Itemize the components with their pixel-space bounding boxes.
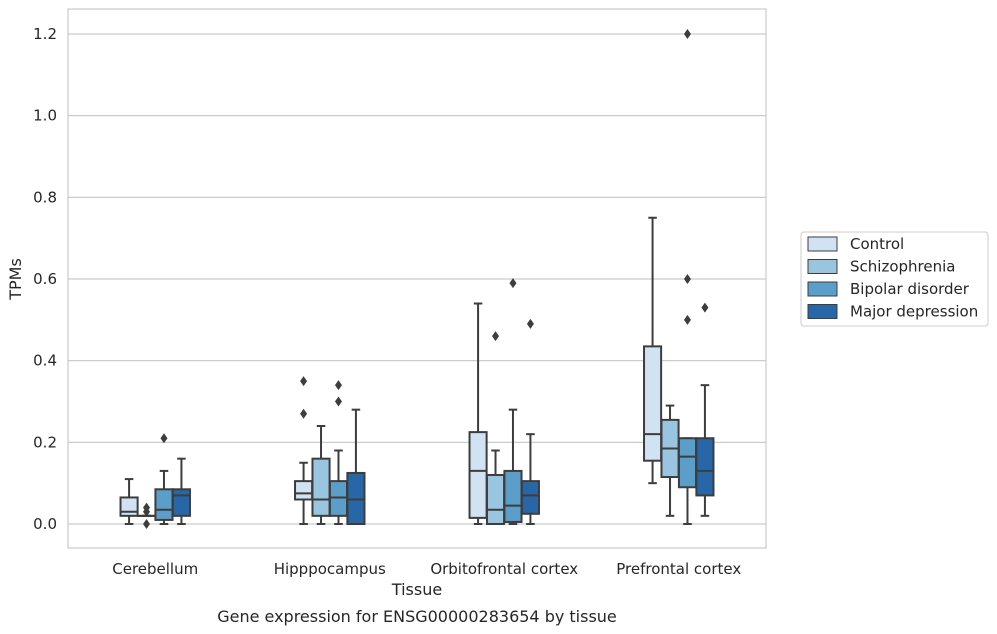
legend-label: Major depression <box>850 303 978 321</box>
y-tick-label: 0.2 <box>33 433 57 451</box>
outlier-point <box>509 278 517 289</box>
x-tick-label: Hipppocampus <box>274 560 386 578</box>
outlier-point <box>300 376 308 387</box>
box-iqr <box>171 488 191 517</box>
outlier-point <box>143 519 151 529</box>
legend-swatch <box>807 236 838 252</box>
box-bipolar-disorder <box>154 433 174 525</box>
outlier-point <box>160 433 168 444</box>
outlier-point <box>143 502 151 513</box>
box-iqr <box>520 480 540 515</box>
legend-swatch <box>807 281 838 297</box>
box-iqr <box>119 496 139 517</box>
box-iqr <box>154 488 174 521</box>
outlier-point <box>701 302 709 313</box>
x-tick-labels: Cerebellum Hipppocampus Orbitofrontal cort… <box>112 560 741 578</box>
y-tick-label: 0.0 <box>33 515 57 533</box>
box-iqr <box>485 474 506 525</box>
box-iqr <box>294 480 314 501</box>
box-iqr <box>468 431 488 519</box>
legend: Control Schizophrenia Bipolar disorder Majo… <box>800 231 989 327</box>
legend-frame <box>800 231 989 327</box>
plot-frame <box>67 8 767 549</box>
outlier-point <box>683 29 691 39</box>
box-control <box>294 376 314 525</box>
legend-swatch <box>807 259 838 274</box>
box-major-depression <box>346 408 366 526</box>
box-iqr <box>695 437 715 497</box>
box-iqr <box>677 437 698 489</box>
x-tick-label: Orbitofrontal cortex <box>430 560 578 578</box>
legend-label: Control <box>850 235 904 253</box>
boxes <box>119 29 715 529</box>
y-tick-label: 0.4 <box>33 352 57 370</box>
outlier-point <box>334 380 342 391</box>
box-major-depression <box>520 318 540 525</box>
box-iqr <box>346 471 366 526</box>
box-schizophrenia <box>485 331 506 525</box>
legend-label: Schizophrenia <box>850 258 955 276</box>
box-iqr <box>643 345 663 462</box>
y-tick-label: 0.8 <box>33 188 57 206</box>
box-control <box>468 302 488 525</box>
y-tick-label: 0.6 <box>33 270 57 288</box>
legend-swatch <box>807 304 838 319</box>
outlier-point <box>300 408 308 419</box>
chart-caption: Gene expression for ENSG00000283654 by t… <box>217 607 617 626</box>
box-schizophrenia <box>136 502 157 529</box>
outlier-point <box>334 396 342 407</box>
box-control <box>643 216 663 485</box>
x-tick-label: Cerebellum <box>112 560 198 578</box>
box-bipolar-disorder <box>503 278 523 525</box>
outlier-point <box>683 314 691 325</box>
box-iqr <box>328 480 349 517</box>
box-major-depression <box>171 457 191 525</box>
outlier-point <box>492 331 500 342</box>
box-bipolar-disorder <box>677 29 698 525</box>
y-tick-label: 1.2 <box>33 25 57 43</box>
y-tick-label: 1.0 <box>33 107 57 125</box>
outlier-point <box>683 274 691 284</box>
y-axis-label: TPMs <box>6 258 25 301</box>
box-control <box>119 478 139 525</box>
box-major-depression <box>695 302 715 517</box>
x-tick-label: Prefrontal cortex <box>616 560 741 578</box>
legend-label: Bipolar disorder <box>850 280 970 298</box>
outlier-point <box>526 318 534 329</box>
y-tick-labels: 0.0 0.2 0.4 0.6 0.8 1.0 1.2 <box>33 25 57 533</box>
box-iqr <box>311 457 331 517</box>
box-iqr <box>503 469 523 523</box>
x-axis-label: Tissue <box>391 580 442 599</box>
